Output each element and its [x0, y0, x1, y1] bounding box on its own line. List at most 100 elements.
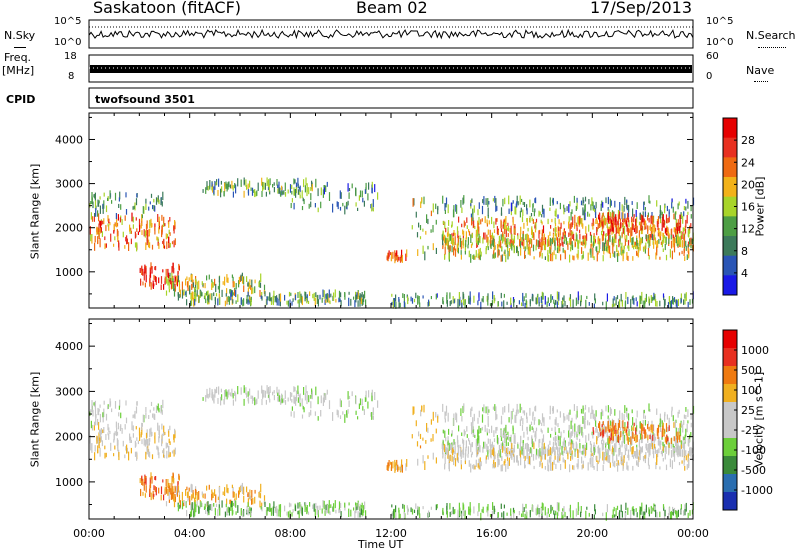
velocity-cell: [532, 412, 534, 421]
power-cell: [641, 230, 643, 235]
power-cell: [102, 220, 104, 225]
power-cell: [254, 279, 256, 284]
velocity-cell: [287, 397, 289, 402]
velocity-cell: [100, 434, 102, 442]
velocity-cell: [603, 424, 605, 434]
velocity-cell: [162, 450, 164, 454]
velocity-cell: [442, 445, 444, 450]
velocity-cell: [340, 400, 342, 408]
velocity-cell: [344, 502, 346, 508]
velocity-cell: [602, 410, 604, 417]
velocity-cell: [362, 509, 364, 516]
velocity-cell: [135, 426, 137, 430]
velocity-cell: [467, 453, 469, 458]
velocity-cell: [461, 416, 463, 422]
velocity-cell: [190, 509, 193, 517]
power-cell: [576, 200, 578, 210]
velocity-cell: [194, 488, 197, 494]
velocity-cell: [299, 506, 301, 512]
velocity-cell: [592, 450, 594, 457]
velocity-cell: [465, 449, 467, 457]
velocity-cell: [444, 430, 446, 438]
velocity-cell: [539, 438, 541, 444]
power-cell: [520, 247, 522, 256]
velocity-cell: [649, 409, 651, 412]
velocity-cell: [593, 413, 595, 418]
velocity-cell: [310, 394, 312, 399]
power-cell: [145, 223, 148, 230]
power-cell: [596, 220, 598, 224]
velocity-cell: [690, 432, 692, 438]
power-cell: [154, 205, 156, 212]
velocity-cell: [512, 427, 514, 435]
power-cell: [651, 229, 653, 235]
power-cell: [594, 239, 596, 243]
power-cell: [347, 183, 349, 192]
power-cell: [605, 247, 607, 251]
power-cell: [650, 230, 652, 238]
velocity-cell: [601, 430, 603, 436]
velocity-cell: [552, 442, 555, 452]
velocity-cell: [263, 390, 265, 398]
power-cell: [100, 225, 102, 233]
power-cell: [103, 218, 105, 225]
power-cell: [686, 254, 688, 260]
power-cell: [230, 292, 232, 301]
power-cell: [126, 235, 128, 245]
power-cell: [615, 219, 617, 225]
velocity-cell: [504, 459, 506, 464]
power-cell: [303, 179, 305, 188]
velocity-cell: [361, 502, 363, 508]
power-cell: [663, 295, 665, 301]
power-cell: [435, 203, 437, 210]
power-cell: [626, 205, 628, 211]
power-cell: [623, 245, 625, 254]
power-cell: [541, 233, 543, 241]
velocity-cell: [576, 406, 578, 411]
power-cell: [647, 226, 649, 232]
velocity-cell: [555, 436, 557, 442]
velocity-cell: [452, 446, 455, 450]
power-cell: [604, 242, 606, 248]
power-cell: [288, 291, 291, 297]
velocity-cell: [676, 449, 678, 456]
power-cell: [549, 197, 551, 206]
power-cell: [632, 256, 634, 261]
power-cell: [676, 300, 678, 309]
velocity-cell: [615, 426, 617, 430]
velocity-cell: [602, 421, 604, 426]
velocity-cell: [521, 513, 523, 518]
power-cell: [467, 237, 469, 245]
velocity-cell: [150, 427, 152, 435]
power-cell: [573, 233, 575, 241]
velocity-cell: [113, 439, 115, 443]
velocity-cell: [104, 445, 106, 450]
velocity-cell: [398, 466, 400, 471]
power-cell: [533, 233, 535, 240]
velocity-cell: [524, 455, 526, 461]
power-cell: [175, 279, 178, 285]
velocity-cell: [435, 457, 437, 464]
power-cell: [598, 244, 600, 253]
velocity-cell: [491, 511, 493, 517]
velocity-cell: [623, 427, 625, 431]
power-cell: [157, 195, 159, 203]
power-cell: [505, 254, 507, 263]
velocity-cell: [243, 398, 245, 406]
velocity-cell: [687, 453, 689, 457]
colorbar-segment: [723, 236, 737, 257]
power-cell: [465, 231, 467, 239]
velocity-cell: [605, 512, 607, 521]
velocity-cell: [570, 456, 572, 461]
power-cell: [486, 234, 488, 243]
velocity-cell: [94, 400, 96, 409]
power-cell: [670, 240, 673, 249]
power-cell: [97, 236, 99, 245]
velocity-cell: [690, 454, 692, 458]
velocity-cell: [225, 503, 227, 508]
power-cell: [685, 240, 687, 247]
velocity-cell: [463, 509, 465, 517]
power-cell: [560, 254, 562, 261]
velocity-cell: [454, 445, 456, 455]
